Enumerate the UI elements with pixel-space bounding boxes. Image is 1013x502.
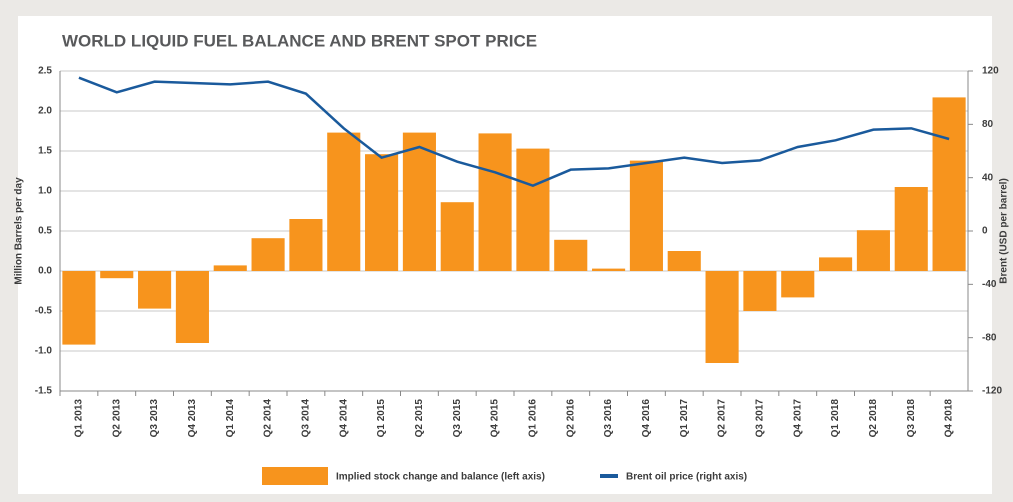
x-tick-label: Q4 2014: [338, 399, 349, 438]
bar: [819, 257, 853, 271]
bar: [138, 271, 172, 309]
bar: [213, 265, 247, 271]
y2-tick-label: 80: [982, 119, 994, 130]
bar: [100, 271, 134, 279]
x-tick-label: Q4 2015: [490, 399, 501, 438]
x-tick-label: Q1 2018: [830, 399, 841, 438]
bar: [667, 251, 701, 271]
bar: [781, 271, 815, 298]
y2-tick-label: 120: [982, 66, 999, 77]
legend-label: Implied stock change and balance (left a…: [336, 472, 545, 483]
legend-swatch: [262, 467, 328, 485]
y2-tick-label: -80: [982, 332, 997, 343]
x-tick-label: Q3 2015: [452, 399, 463, 438]
y-tick-label: -1.5: [35, 386, 53, 397]
bar: [289, 219, 323, 271]
x-tick-label: Q4 2017: [792, 399, 803, 438]
y-tick-label: 0.0: [38, 266, 52, 277]
bar: [251, 238, 285, 271]
bar: [175, 271, 209, 343]
y-tick-label: 2.0: [38, 106, 52, 117]
y2-tick-label: 0: [982, 226, 988, 237]
line: [78, 76, 950, 188]
y-axis-title: Million Barrels per day: [14, 177, 25, 285]
x-tick-label: Q1 2015: [376, 399, 387, 438]
bar: [894, 187, 928, 271]
x-tick-label: Q1 2017: [679, 399, 690, 438]
x-tick-label: Q2 2016: [565, 399, 576, 438]
y-tick-label: 0.5: [38, 226, 52, 237]
bar: [62, 271, 96, 345]
bar: [478, 133, 512, 271]
chart-title: WORLD LIQUID FUEL BALANCE AND BRENT SPOT…: [62, 31, 537, 50]
x-tick-label: Q3 2013: [149, 399, 160, 438]
x-tick-label: Q2 2014: [263, 399, 274, 438]
bar: [554, 239, 588, 271]
x-tick-label: Q3 2018: [906, 399, 917, 438]
x-tick-label: Q2 2017: [717, 399, 728, 438]
x-tick-label: Q1 2016: [528, 399, 539, 438]
bar: [365, 154, 399, 271]
x-tick-label: Q2 2018: [868, 399, 879, 438]
bar: [932, 97, 966, 272]
y-tick-label: 1.5: [38, 146, 52, 157]
bar: [743, 271, 777, 311]
y-tick-label: -0.5: [35, 306, 53, 317]
x-tick-label: Q2 2013: [111, 399, 122, 438]
x-tick-label: Q1 2014: [225, 399, 236, 438]
bar: [705, 271, 739, 363]
y-tick-label: -1.0: [35, 346, 53, 357]
x-tick-label: Q4 2018: [944, 399, 955, 438]
bar: [592, 268, 626, 271]
x-tick-label: Q3 2017: [755, 399, 766, 438]
x-tick-label: Q4 2016: [641, 399, 652, 438]
x-tick-label: Q4 2013: [187, 399, 198, 438]
bar: [402, 132, 436, 271]
bar: [516, 148, 550, 271]
y2-tick-label: -120: [982, 386, 1002, 397]
x-tick-label: Q1 2013: [74, 399, 85, 438]
x-tick-label: Q3 2016: [603, 399, 614, 438]
x-tick-label: Q2 2015: [414, 399, 425, 438]
y2-tick-label: 40: [982, 172, 994, 183]
bar: [856, 230, 890, 271]
y2-axis-title: Brent (USD per barrel): [999, 178, 1010, 284]
bar: [440, 202, 474, 271]
y-tick-label: 1.0: [38, 186, 52, 197]
legend-label: Brent oil price (right axis): [626, 472, 747, 483]
x-tick-label: Q3 2014: [301, 399, 312, 438]
legend-swatch: [600, 474, 618, 478]
y2-tick-label: -40: [982, 279, 997, 290]
y-tick-label: 2.5: [38, 66, 52, 77]
bar: [629, 160, 663, 271]
bar: [327, 132, 361, 271]
